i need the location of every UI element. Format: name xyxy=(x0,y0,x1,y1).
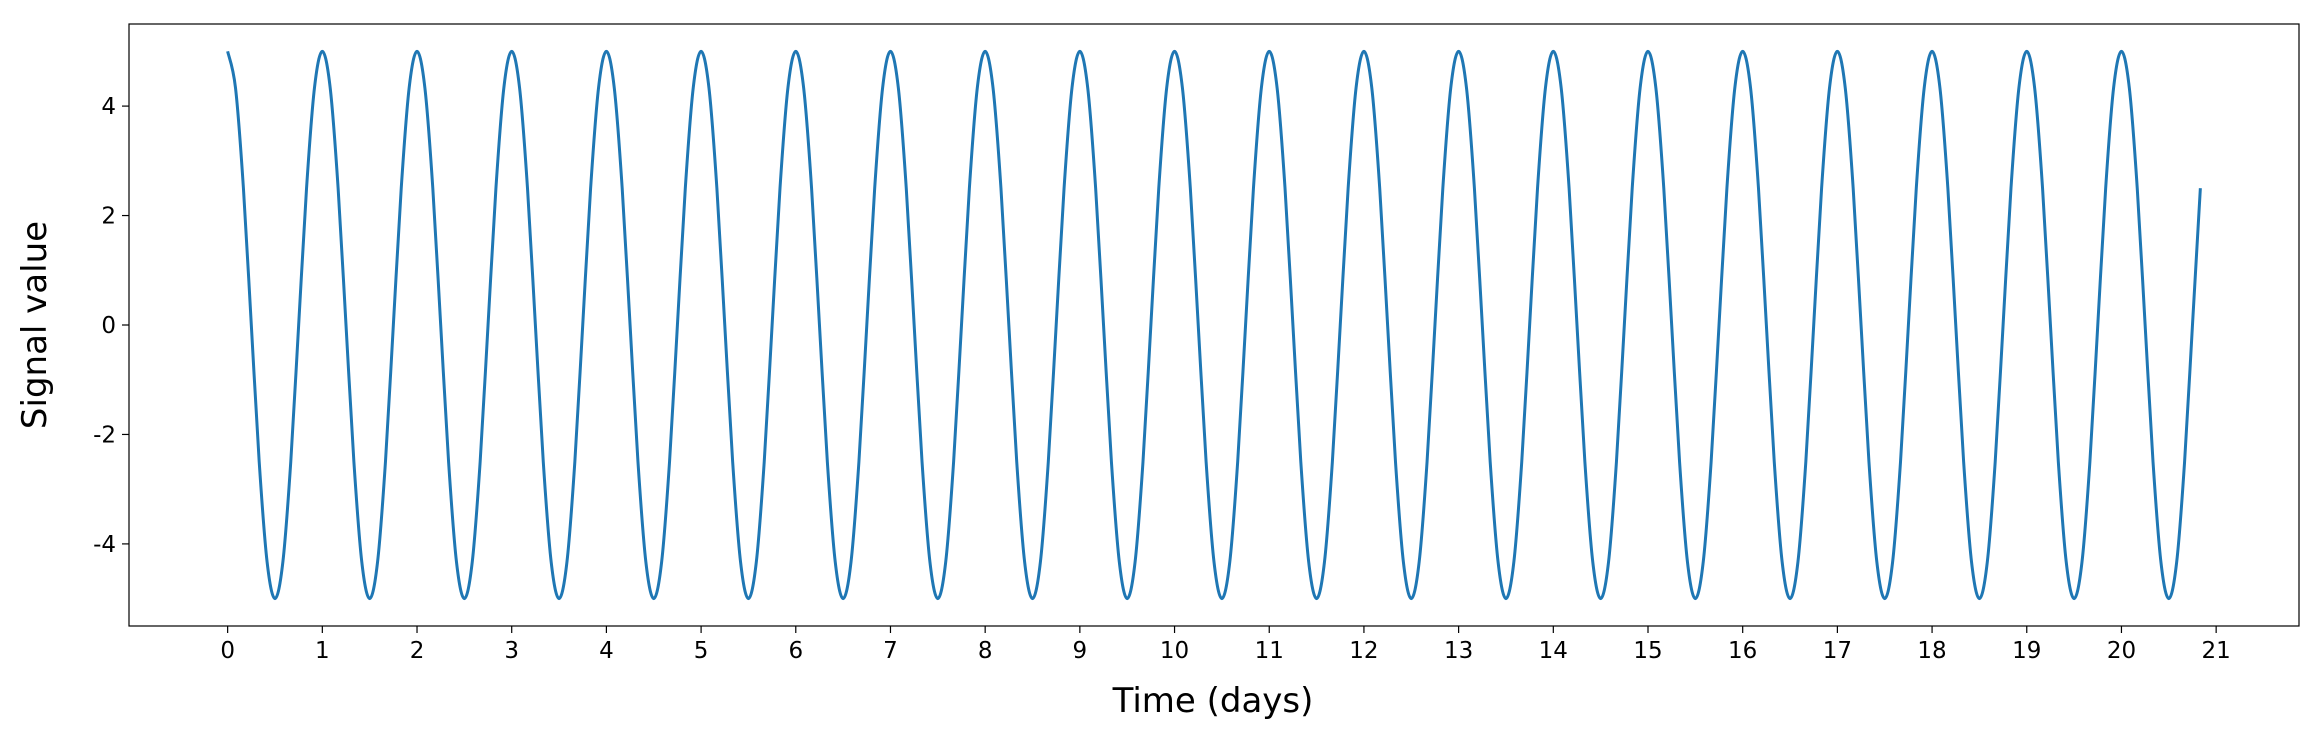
x-tick-label: 13 xyxy=(1444,638,1473,664)
x-tick-label: 1 xyxy=(315,638,330,664)
x-tick-label: 14 xyxy=(1539,638,1568,664)
x-tick-label: 10 xyxy=(1160,638,1189,664)
x-tick-label: 7 xyxy=(883,638,898,664)
x-tick-label: 3 xyxy=(504,638,519,664)
x-tick-label: 2 xyxy=(410,638,425,664)
x-tick-label: 19 xyxy=(2012,638,2041,664)
plot-frame xyxy=(128,23,2300,627)
y-tick-label: 2 xyxy=(101,204,116,230)
y-tick-label: -4 xyxy=(93,532,116,558)
x-tick-label: 17 xyxy=(1823,638,1852,664)
x-tick-label: 0 xyxy=(220,638,235,664)
x-tick-label: 20 xyxy=(2107,638,2136,664)
x-axis-label: Time (days) xyxy=(1112,681,1314,721)
x-tick-label: 5 xyxy=(694,638,709,664)
signal-line xyxy=(226,49,2202,601)
x-tick-label: 9 xyxy=(1073,638,1088,664)
y-tick-label: -2 xyxy=(93,422,116,448)
y-tick-label: 0 xyxy=(101,313,116,339)
y-tick-label: 4 xyxy=(101,94,116,120)
x-tick-label: 21 xyxy=(2202,638,2231,664)
x-tick-label: 16 xyxy=(1728,638,1757,664)
x-tick-label: 12 xyxy=(1349,638,1378,664)
x-tick-label: 6 xyxy=(788,638,803,664)
x-tick-label: 18 xyxy=(1917,638,1946,664)
x-tick-label: 4 xyxy=(599,638,614,664)
x-tick-label: 8 xyxy=(978,638,993,664)
x-tick-label: 11 xyxy=(1255,638,1284,664)
y-axis-label: Signal value xyxy=(15,221,55,429)
x-tick-label: 15 xyxy=(1633,638,1662,664)
